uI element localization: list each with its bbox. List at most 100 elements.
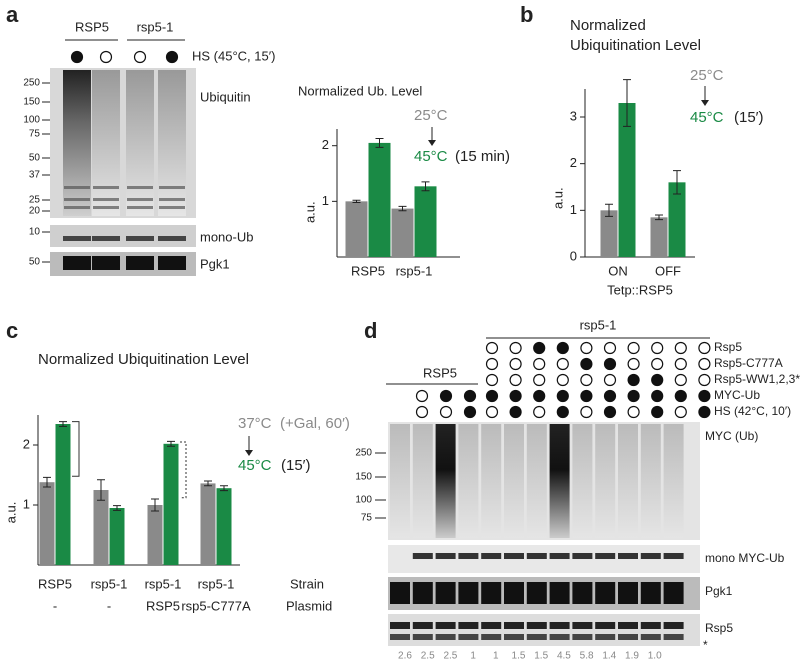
lane-smear (526, 424, 547, 538)
bar (163, 443, 179, 565)
condition-circle (674, 405, 687, 419)
condition-circle (556, 357, 569, 371)
bar (200, 483, 216, 565)
panel-label: d (364, 318, 377, 343)
band (663, 582, 684, 604)
band (663, 553, 684, 559)
band (435, 622, 456, 629)
band (481, 553, 502, 559)
bar (414, 186, 437, 257)
error-bar (97, 479, 105, 501)
strain-label: rsp5-1 (145, 576, 182, 591)
error-bar (151, 498, 159, 512)
mw-marker: 50 (29, 153, 41, 164)
band (640, 622, 661, 629)
band (663, 622, 684, 629)
panel-label: c (6, 318, 18, 343)
band (481, 634, 502, 640)
lane-smear (572, 424, 593, 538)
y-tick-label: 2 (322, 137, 329, 152)
band (93, 206, 119, 209)
condition-circle (698, 341, 711, 355)
band (64, 206, 90, 209)
legend-note: (15′) (281, 457, 311, 474)
condition-circle (651, 357, 664, 371)
band (435, 634, 456, 640)
band (63, 236, 91, 241)
mw-marker: 20 (29, 206, 41, 217)
x-axis-label: Tetp::RSP5 (607, 282, 673, 297)
x-tick-label: ON (608, 263, 628, 278)
mw-marker: 50 (29, 257, 41, 268)
chart-title: Normalized (570, 17, 646, 34)
row-label: Rsp5 (714, 340, 742, 354)
error-bar (673, 170, 681, 195)
band (526, 582, 547, 604)
error-bar (220, 485, 228, 492)
band (663, 634, 684, 640)
condition-circle (580, 341, 593, 355)
error-bar (113, 505, 121, 511)
quantification: 5.8 (580, 651, 594, 662)
bar (93, 490, 109, 565)
band (549, 553, 570, 559)
blot-label: mono MYC-Ub (705, 551, 785, 565)
mw-marker: 150 (23, 97, 40, 108)
condition-circle (439, 389, 453, 403)
legend-entry: 25°C (414, 107, 448, 124)
band (640, 634, 661, 640)
row-label: Rsp5-C777A (714, 356, 783, 370)
lane-smear (126, 70, 154, 216)
condition-circle (533, 373, 546, 387)
band (526, 622, 547, 629)
band (92, 256, 120, 270)
error-bar (398, 205, 407, 212)
band (93, 198, 119, 201)
bar (55, 424, 71, 565)
condition-circle (580, 357, 593, 371)
band (618, 622, 638, 629)
row-label: Strain (290, 576, 324, 591)
x-tick-label: rsp5-1 (396, 263, 433, 278)
band (504, 553, 524, 559)
band (481, 622, 502, 629)
condition-circle (556, 389, 569, 403)
strain-label: rsp5-1 (198, 576, 235, 591)
condition-circle (627, 357, 640, 371)
mw-marker: 150 (355, 472, 372, 483)
condition-circle (509, 405, 522, 419)
condition-circle (580, 389, 593, 403)
band (595, 582, 616, 604)
condition-circle (509, 357, 522, 371)
blot-label: MYC (Ub) (705, 429, 758, 443)
condition-circle (485, 341, 499, 355)
plasmid-label: RSP5 (146, 598, 180, 613)
band (572, 634, 593, 640)
band (158, 256, 186, 270)
x-tick-label: OFF (655, 263, 681, 278)
band (458, 622, 479, 629)
band (127, 198, 153, 201)
band (504, 634, 524, 640)
band (618, 582, 638, 604)
condition-circle (698, 405, 711, 419)
strain-label: rsp5-1 (91, 576, 128, 591)
panel-label: a (6, 2, 19, 27)
legend-entry: 45°C (238, 457, 272, 474)
condition-circle (651, 341, 664, 355)
lane-smear (663, 424, 684, 538)
bar (618, 103, 636, 257)
y-tick-label: 1 (23, 496, 30, 511)
condition-circle (439, 405, 453, 419)
lane-smear (63, 70, 91, 216)
condition-circle (698, 373, 711, 387)
arrow-head (428, 140, 436, 146)
lane-smear (640, 424, 661, 538)
band (618, 634, 638, 640)
bar (109, 508, 125, 565)
lane-smear (390, 424, 410, 538)
band (92, 236, 120, 241)
y-axis-label: a.u. (302, 201, 317, 223)
legend-entry: 45°C (414, 148, 448, 165)
chart-title: Normalized Ub. Level (298, 83, 422, 98)
